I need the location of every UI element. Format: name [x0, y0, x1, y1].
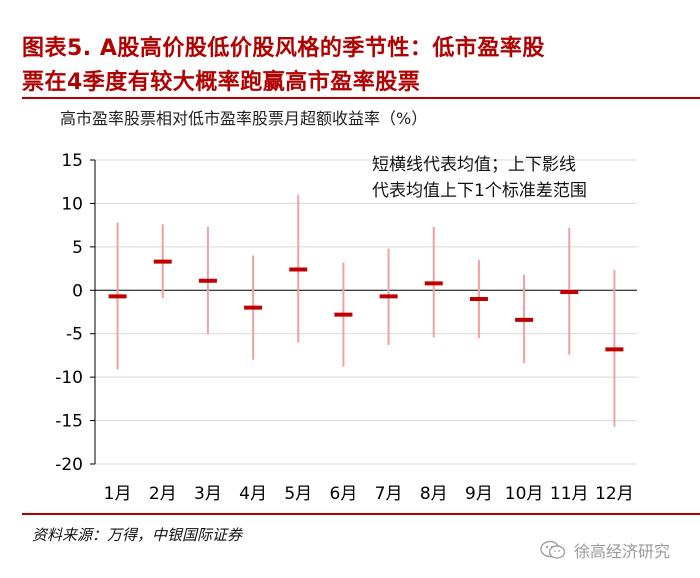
x-tick-label: 6月	[330, 484, 358, 504]
x-tick-label: 9月	[465, 484, 493, 504]
x-tick-label: 5月	[284, 484, 312, 504]
wechat-icon	[540, 540, 566, 559]
source-note: 资料来源：万得，中银国际证券	[32, 526, 243, 544]
x-tick-label: 2月	[149, 484, 177, 504]
title-line-2: 票在4季度有较大概率跑赢高市盈率股票	[22, 70, 421, 95]
watermark-text: 徐高经济研究	[574, 542, 671, 561]
title-divider	[22, 97, 700, 99]
x-tick-label: 4月	[239, 484, 267, 504]
footer-divider	[22, 513, 700, 515]
title-line-1: 图表5. A股高价股低价股风格的季节性：低市盈率股	[22, 36, 545, 61]
y-tick-label: 5	[72, 238, 83, 258]
watermark: 徐高经济研究	[540, 538, 670, 562]
x-tick-label: 7月	[375, 484, 403, 504]
x-tick-label: 10月	[505, 484, 544, 504]
chart-title: 图表5. A股高价股低价股风格的季节性：低市盈率股 票在4季度有较大概率跑赢高市…	[22, 32, 692, 100]
y-tick-label: 10	[61, 194, 83, 214]
x-tick-label: 1月	[104, 484, 132, 504]
y-tick-label: 0	[72, 281, 83, 301]
x-tick-label: 11月	[550, 484, 589, 504]
chart-subtitle: 高市盈率股票相对低市盈率股票月超额收益率（%）	[60, 109, 428, 128]
legend-note-line2: 代表均值上下1个标准差范围	[372, 181, 587, 201]
y-tick-label: -20	[55, 455, 83, 475]
x-tick-label: 12月	[595, 484, 634, 504]
legend-note-line1: 短横线代表均值；上下影线	[372, 155, 576, 175]
legend-note: 短横线代表均值；上下影线 代表均值上下1个标准差范围	[372, 152, 587, 204]
y-tick-label: -15	[55, 412, 83, 432]
y-tick-label: -5	[66, 325, 83, 345]
y-tick-label: -10	[55, 368, 83, 388]
y-tick-label: 15	[61, 151, 83, 171]
x-tick-label: 3月	[194, 484, 222, 504]
x-tick-label: 8月	[420, 484, 448, 504]
